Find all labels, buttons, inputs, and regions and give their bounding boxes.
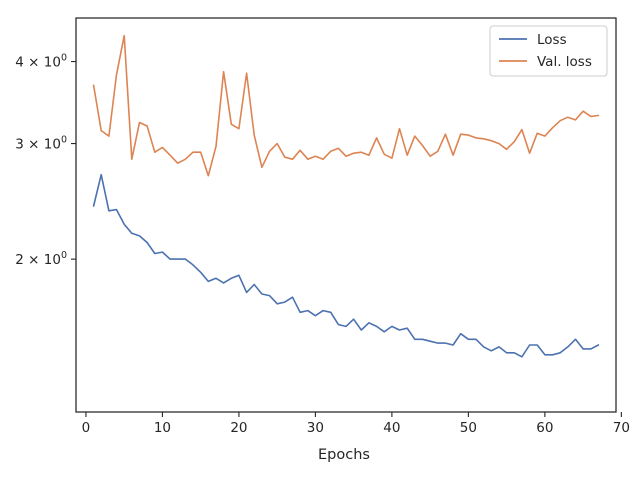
x-axis: 0 10 20 30 40 50 60 70 (82, 412, 630, 436)
legend-label-val-loss: Val. loss (537, 54, 592, 70)
axes-frame (75, 17, 617, 413)
legend: Loss Val. loss (489, 25, 608, 77)
y-axis: 2 × 100 3 × 100 4 × 100 (15, 53, 76, 268)
y-tick-label: 4 × 100 (15, 53, 67, 71)
series-line-val-loss (92, 34, 600, 177)
x-tick-label: 40 (383, 420, 400, 436)
x-tick-label: 50 (460, 420, 477, 436)
legend-label-loss: Loss (537, 32, 567, 48)
x-tick-label: 10 (154, 420, 171, 436)
x-tick-label: 70 (613, 420, 630, 436)
x-tick-label: 30 (307, 420, 324, 436)
y-tick-label: 2 × 100 (15, 250, 67, 268)
series-line-loss (92, 173, 600, 358)
x-tick-label: 20 (230, 420, 247, 436)
x-tick-label: 60 (536, 420, 553, 436)
plot-area (75, 17, 617, 413)
y-tick-label: 3 × 100 (15, 135, 67, 153)
x-tick-label: 0 (82, 420, 91, 436)
x-axis-label: Epochs (318, 447, 370, 463)
